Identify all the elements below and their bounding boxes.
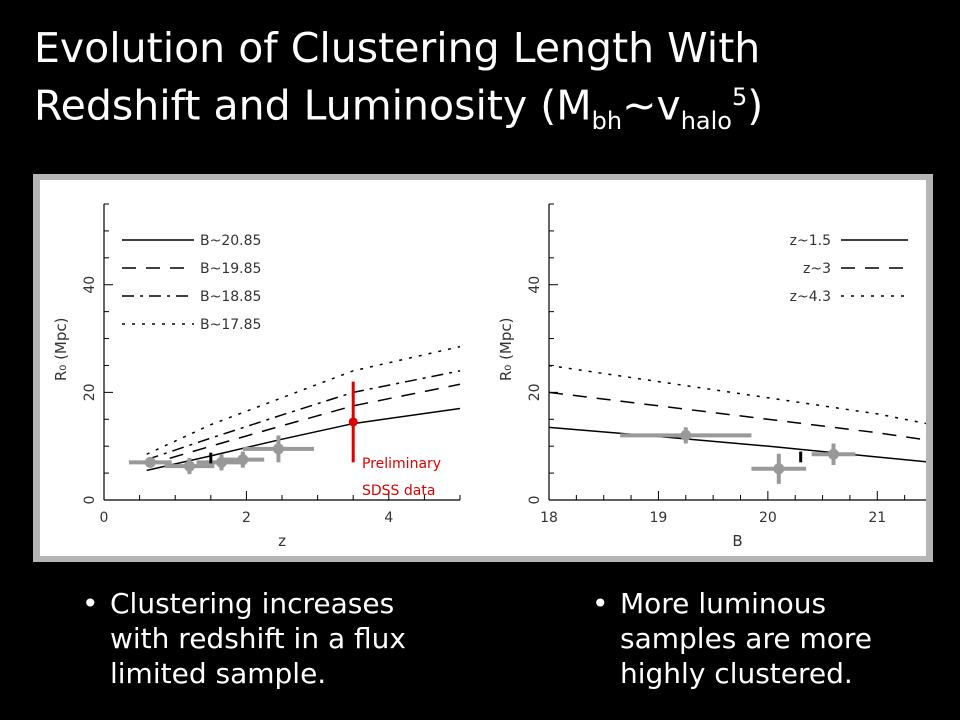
x-tick-label: 21: [868, 510, 886, 526]
y-tick-label: 40: [82, 276, 98, 294]
bullet-dot-icon: •: [592, 587, 609, 620]
x-axis-label: z: [278, 532, 286, 550]
data-point: [348, 417, 358, 427]
chart-panel-2: 18 19 20 21 0 20 40 B R₀ (Mpc) z~1.5 z~3 z~4.3: [497, 203, 933, 550]
x-tick-label: 18: [540, 510, 558, 526]
series-line-3: [548, 364, 933, 426]
legend-label: B~19.85: [200, 261, 261, 277]
title-line-2-main: Redshift and Luminosity (M: [34, 81, 592, 130]
bullet-right: • More luminous samples are more highly …: [592, 586, 922, 691]
data-point: [144, 456, 156, 468]
title-line-2: Redshift and Luminosity (Mbh~vhalo5): [34, 73, 934, 146]
data-point: [773, 463, 785, 475]
x-tick-label: 20: [759, 510, 777, 526]
title-line-1: Evolution of Clustering Length With: [34, 24, 761, 72]
title-sub-bh: bh: [591, 106, 623, 135]
x-tick-label: 4: [384, 510, 393, 526]
data-point: [828, 448, 840, 460]
data-point: [272, 443, 284, 455]
slide-title: Evolution of Clustering Length With Reds…: [34, 24, 934, 146]
bullet-dot-icon: •: [82, 587, 99, 620]
bullet-left-text: Clustering increases with redshift in a …: [110, 587, 406, 690]
x-tick-label: 0: [100, 510, 109, 526]
legend-label: B~18.85: [200, 289, 261, 305]
title-sup-5: 5: [731, 83, 748, 111]
y-axis-label: R₀ (Mpc): [497, 317, 515, 381]
y-tick-label: 20: [82, 383, 98, 401]
series-line-3: [146, 370, 461, 461]
data-point: [680, 429, 692, 441]
title-close: ): [747, 81, 764, 130]
series-line-2: [548, 391, 933, 442]
y-axis-label: R₀ (Mpc): [52, 317, 70, 381]
bullet-right-text: More luminous samples are more highly cl…: [620, 587, 872, 690]
legend-label: z~4.3: [790, 289, 831, 305]
annotation-line-2: SDSS data: [362, 483, 435, 499]
series-line-2: [146, 383, 461, 466]
legend-label: B~17.85: [200, 317, 261, 333]
series-line-1: [548, 426, 933, 464]
data-point: [183, 460, 195, 472]
figure-panel: 0 2 4 0 20 40 z R₀ (Mpc) B~20.85 B~19.85 B~18.85 B~…: [40, 180, 933, 556]
bullet-left: • Clustering increases with redshift in …: [82, 586, 452, 691]
x-tick-label: 19: [650, 510, 668, 526]
legend-label: B~20.85: [200, 233, 261, 249]
y-tick-label: 0: [82, 496, 98, 505]
series-line-4: [146, 345, 461, 455]
x-axis-label: B: [732, 532, 742, 550]
y-tick-label: 0: [527, 496, 543, 505]
annotation-line-1: Preliminary: [362, 456, 441, 472]
data-point: [237, 454, 249, 466]
legend-label: z~1.5: [790, 233, 831, 249]
y-tick-label: 20: [527, 383, 543, 401]
title-tilde: ~v: [622, 81, 681, 130]
legend-label: z~3: [803, 261, 831, 277]
title-sub-halo: halo: [680, 106, 732, 135]
x-tick-label: 2: [242, 510, 251, 526]
y-tick-label: 40: [527, 276, 543, 294]
